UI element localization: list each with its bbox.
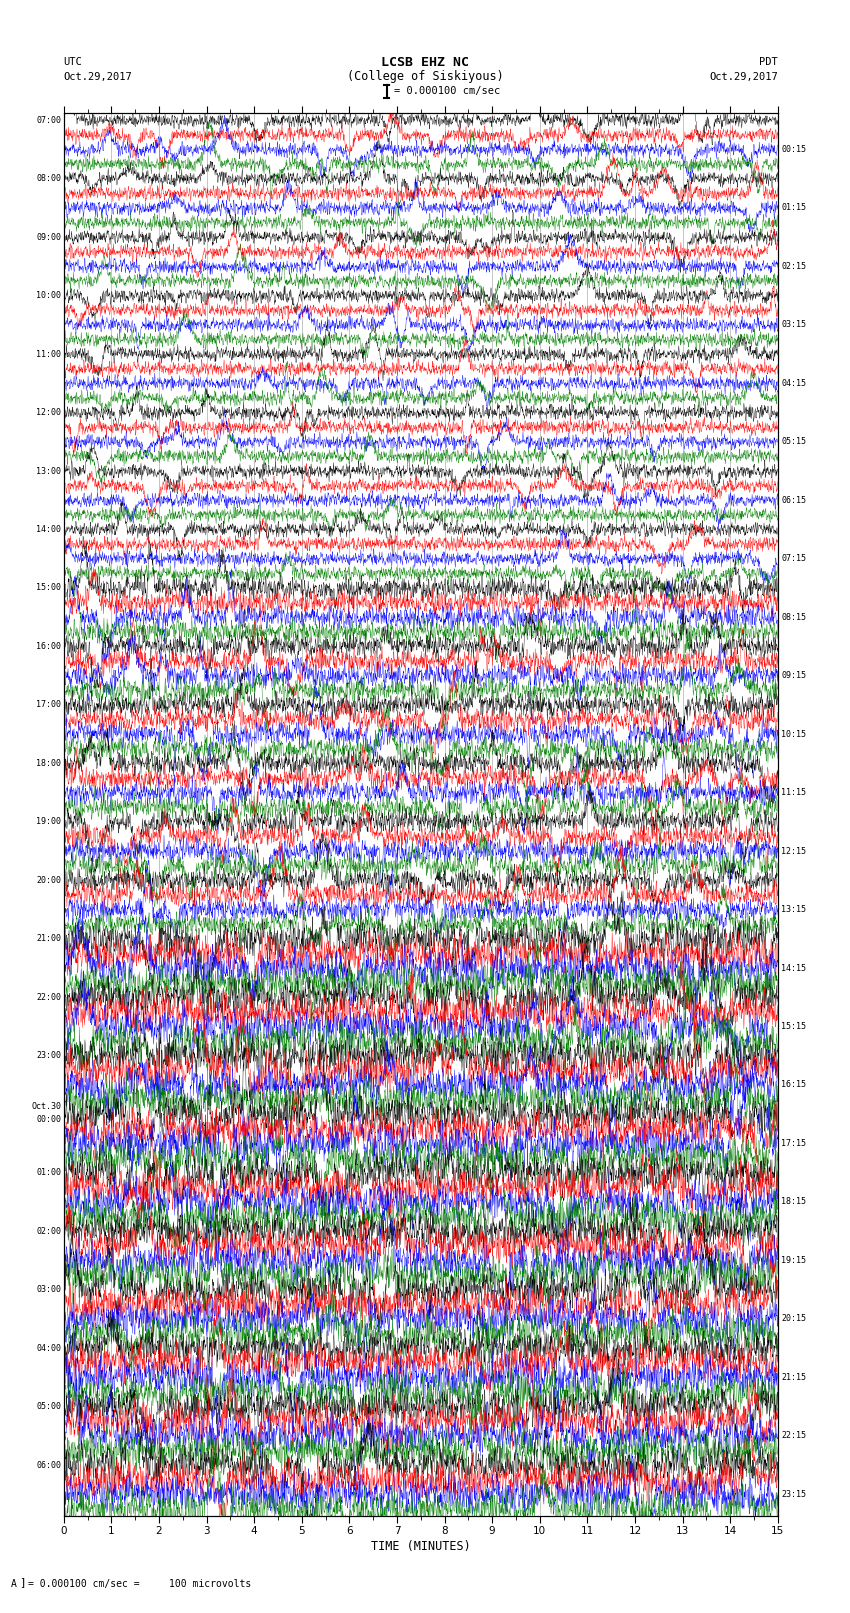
Text: 13:15: 13:15 [781, 905, 806, 915]
Text: 16:00: 16:00 [37, 642, 61, 652]
Text: 07:00: 07:00 [37, 116, 61, 124]
Text: 14:00: 14:00 [37, 524, 61, 534]
Text: A: A [11, 1579, 17, 1589]
Text: Oct.29,2017: Oct.29,2017 [709, 73, 778, 82]
Text: LCSB EHZ NC: LCSB EHZ NC [381, 55, 469, 69]
Text: 01:00: 01:00 [37, 1168, 61, 1177]
Text: 16:15: 16:15 [781, 1081, 806, 1089]
Text: 02:00: 02:00 [37, 1226, 61, 1236]
Text: 22:00: 22:00 [37, 992, 61, 1002]
Text: 11:00: 11:00 [37, 350, 61, 358]
Text: 19:00: 19:00 [37, 818, 61, 826]
Text: 20:15: 20:15 [781, 1315, 806, 1323]
Text: 05:15: 05:15 [781, 437, 806, 447]
Text: 11:15: 11:15 [781, 789, 806, 797]
Text: 09:00: 09:00 [37, 232, 61, 242]
Text: 23:15: 23:15 [781, 1490, 806, 1498]
Text: 00:00: 00:00 [37, 1115, 61, 1124]
Text: 13:00: 13:00 [37, 466, 61, 476]
Text: 15:00: 15:00 [37, 584, 61, 592]
Text: 12:00: 12:00 [37, 408, 61, 418]
Text: 18:15: 18:15 [781, 1197, 806, 1207]
X-axis label: TIME (MINUTES): TIME (MINUTES) [371, 1540, 471, 1553]
Text: 02:15: 02:15 [781, 261, 806, 271]
Text: 05:00: 05:00 [37, 1402, 61, 1411]
Text: 15:15: 15:15 [781, 1023, 806, 1031]
Text: 06:00: 06:00 [37, 1460, 61, 1469]
Text: 03:00: 03:00 [37, 1286, 61, 1294]
Text: 04:00: 04:00 [37, 1344, 61, 1353]
Text: 12:15: 12:15 [781, 847, 806, 855]
Text: 07:15: 07:15 [781, 555, 806, 563]
Text: 00:15: 00:15 [781, 145, 806, 153]
Text: 09:15: 09:15 [781, 671, 806, 681]
Text: 17:00: 17:00 [37, 700, 61, 710]
Text: 04:15: 04:15 [781, 379, 806, 387]
Text: UTC: UTC [64, 56, 82, 68]
Text: 01:15: 01:15 [781, 203, 806, 213]
Text: PDT: PDT [759, 56, 778, 68]
Text: = 0.000100 cm/sec =     100 microvolts: = 0.000100 cm/sec = 100 microvolts [28, 1579, 252, 1589]
Text: 21:00: 21:00 [37, 934, 61, 944]
Text: (College of Siskiyous): (College of Siskiyous) [347, 69, 503, 84]
Text: 21:15: 21:15 [781, 1373, 806, 1382]
Text: 08:00: 08:00 [37, 174, 61, 184]
Text: 22:15: 22:15 [781, 1431, 806, 1440]
Text: 18:00: 18:00 [37, 758, 61, 768]
Text: 23:00: 23:00 [37, 1052, 61, 1060]
Text: 03:15: 03:15 [781, 321, 806, 329]
Text: 17:15: 17:15 [781, 1139, 806, 1148]
Text: 19:15: 19:15 [781, 1257, 806, 1265]
Text: = 0.000100 cm/sec: = 0.000100 cm/sec [394, 85, 500, 97]
Text: 06:15: 06:15 [781, 495, 806, 505]
Text: 10:00: 10:00 [37, 290, 61, 300]
Text: 20:00: 20:00 [37, 876, 61, 886]
Text: Oct.29,2017: Oct.29,2017 [64, 73, 133, 82]
Text: 14:15: 14:15 [781, 963, 806, 973]
Text: 08:15: 08:15 [781, 613, 806, 621]
Text: 10:15: 10:15 [781, 729, 806, 739]
Text: Oct.30: Oct.30 [31, 1102, 61, 1111]
Text: ]: ] [19, 1578, 26, 1587]
